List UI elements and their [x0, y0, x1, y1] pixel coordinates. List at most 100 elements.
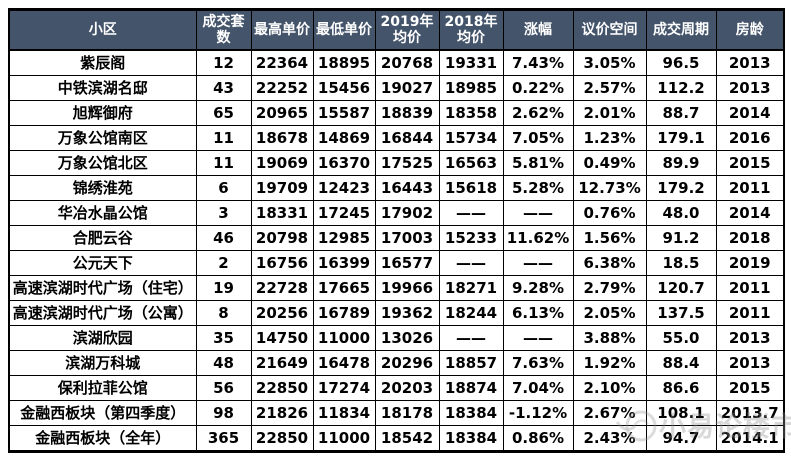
cell-avg-2019: 16844	[374, 125, 440, 151]
table-row: 高速滨湖时代广场（住宅） 19 22728 17665 19966 18271 9.28% 2…	[8, 275, 785, 301]
cell-community: 高速滨湖时代广场（住宅）	[8, 275, 197, 301]
cell-change: -1.12%	[502, 400, 574, 426]
cell-bargain-space: 2.57%	[572, 75, 647, 101]
cell-max-price: 22252	[250, 75, 314, 101]
cell-age: 2013	[715, 350, 785, 376]
table-body: 紫辰阁 12 22364 18895 20768 19331 7.43% 3.05% 96.5 2…	[8, 49, 785, 452]
table-row: 万象公馆北区 11 19069 16370 17525 16563 5.81% 0.49% 89…	[8, 150, 785, 176]
cell-age: 2014.1	[715, 425, 785, 452]
cell-deals: 11	[195, 125, 252, 151]
cell-age: 2015	[715, 375, 785, 401]
cell-avg-2018: 18271	[438, 275, 504, 301]
cell-avg-2018: 15618	[438, 175, 504, 201]
cell-avg-2019: 13026	[374, 325, 440, 351]
cell-avg-2018: 18384	[438, 425, 504, 452]
cell-deals: 8	[195, 300, 252, 326]
table-header: 小区 成交套数 最高单价 最低单价 2019年均价 2018年均价 涨幅 议价空…	[8, 9, 785, 51]
cell-min-price: 17245	[312, 200, 376, 226]
cell-deal-cycle: 88.4	[645, 350, 717, 376]
column-header-deals: 成交套数	[195, 9, 252, 51]
cell-avg-2018: 18244	[438, 300, 504, 326]
cell-avg-2019: 19362	[374, 300, 440, 326]
cell-deals: 6	[195, 175, 252, 201]
cell-min-price: 11834	[312, 400, 376, 426]
cell-bargain-space: 1.92%	[572, 350, 647, 376]
cell-bargain-space: 2.05%	[572, 300, 647, 326]
cell-change: ——	[502, 325, 574, 351]
cell-avg-2018: 18857	[438, 350, 504, 376]
cell-max-price: 20256	[250, 300, 314, 326]
cell-max-price: 22364	[250, 49, 314, 76]
cell-change: ——	[502, 250, 574, 276]
cell-min-price: 16789	[312, 300, 376, 326]
cell-community: 中铁滨湖名邸	[8, 75, 197, 101]
table-row: 金融西板块（全年） 365 22850 11000 18542 18384 0.86% 2.4…	[8, 425, 785, 452]
table-row: 滨湖万科城 48 21649 16478 20296 18857 7.63% 1.92% 88.…	[8, 350, 785, 376]
cell-age: 2015	[715, 150, 785, 176]
cell-min-price: 15587	[312, 100, 376, 126]
cell-community: 万象公馆北区	[8, 150, 197, 176]
table-row: 旭辉御府 65 20965 15587 18839 18358 2.62% 2.01% 88.7…	[8, 100, 785, 126]
table-row: 紫辰阁 12 22364 18895 20768 19331 7.43% 3.05% 96.5 2…	[8, 49, 785, 76]
cell-avg-2019: 16443	[374, 175, 440, 201]
cell-min-price: 17665	[312, 275, 376, 301]
table-row: 金融西板块（第四季度） 98 21826 11834 18178 18384 -1.12% 2…	[8, 400, 785, 426]
cell-max-price: 22728	[250, 275, 314, 301]
column-header-deal-cycle: 成交周期	[645, 9, 717, 51]
cell-age: 2011	[715, 300, 785, 326]
cell-min-price: 12985	[312, 225, 376, 251]
cell-avg-2019: 20768	[374, 49, 440, 76]
cell-community: 紫辰阁	[8, 49, 197, 76]
cell-bargain-space: 3.88%	[572, 325, 647, 351]
cell-max-price: 21826	[250, 400, 314, 426]
cell-community: 高速滨湖时代广场（公寓）	[8, 300, 197, 326]
cell-deals: 365	[195, 425, 252, 452]
cell-deals: 11	[195, 150, 252, 176]
cell-deal-cycle: 94.7	[645, 425, 717, 452]
cell-min-price: 12423	[312, 175, 376, 201]
cell-avg-2018: ——	[438, 325, 504, 351]
cell-min-price: 18895	[312, 49, 376, 76]
table-row: 滨湖欣园 35 14750 11000 13026 —— —— 3.88% 55.0 2013	[8, 325, 785, 351]
cell-avg-2018: 18358	[438, 100, 504, 126]
cell-bargain-space: 2.43%	[572, 425, 647, 452]
cell-age: 2013	[715, 325, 785, 351]
cell-change: 2.62%	[502, 100, 574, 126]
cell-avg-2019: 17902	[374, 200, 440, 226]
table-row: 高速滨湖时代广场（公寓） 8 20256 16789 19362 18244 6.13% 2.…	[8, 300, 785, 326]
cell-change: 5.28%	[502, 175, 574, 201]
cell-change: 6.13%	[502, 300, 574, 326]
cell-avg-2018: 15734	[438, 125, 504, 151]
cell-max-price: 18331	[250, 200, 314, 226]
header-row: 小区 成交套数 最高单价 最低单价 2019年均价 2018年均价 涨幅 议价空…	[8, 9, 785, 51]
cell-max-price: 19709	[250, 175, 314, 201]
cell-deal-cycle: 108.1	[645, 400, 717, 426]
column-header-max-price: 最高单价	[250, 9, 314, 51]
column-header-min-price: 最低单价	[312, 9, 376, 51]
cell-deals: 43	[195, 75, 252, 101]
cell-community: 滨湖万科城	[8, 350, 197, 376]
cell-age: 2013	[715, 75, 785, 101]
cell-deal-cycle: 96.5	[645, 49, 717, 76]
cell-avg-2019: 19027	[374, 75, 440, 101]
cell-deal-cycle: 112.2	[645, 75, 717, 101]
cell-avg-2019: 20203	[374, 375, 440, 401]
real-estate-table: 小区 成交套数 最高单价 最低单价 2019年均价 2018年均价 涨幅 议价空…	[8, 8, 785, 453]
cell-change: 7.43%	[502, 49, 574, 76]
cell-bargain-space: 0.49%	[572, 150, 647, 176]
column-header-age: 房龄	[715, 9, 785, 51]
cell-deals: 48	[195, 350, 252, 376]
cell-community: 合肥云谷	[8, 225, 197, 251]
cell-age: 2013	[715, 49, 785, 76]
cell-deal-cycle: 91.2	[645, 225, 717, 251]
table-row: 华冶水晶公馆 3 18331 17245 17902 —— —— 0.76% 48.0 2014	[8, 200, 785, 226]
cell-age: 2014	[715, 100, 785, 126]
cell-community: 金融西板块（全年）	[8, 425, 197, 452]
cell-avg-2019: 18542	[374, 425, 440, 452]
column-header-community: 小区	[8, 9, 197, 51]
cell-age: 2011	[715, 275, 785, 301]
table-row: 万象公馆南区 11 18678 14869 16844 15734 7.05% 1.23% 17…	[8, 125, 785, 151]
cell-avg-2018: ——	[438, 250, 504, 276]
cell-min-price: 15456	[312, 75, 376, 101]
